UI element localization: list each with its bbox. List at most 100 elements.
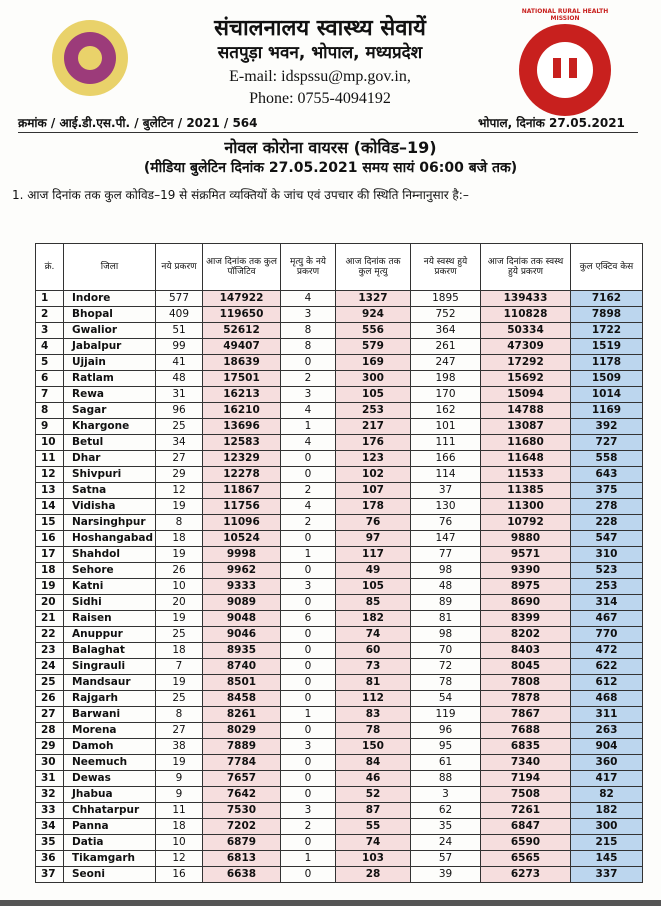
table-cell: 23 (35, 642, 64, 659)
table-cell: 117 (335, 546, 411, 563)
table-cell: 8935 (202, 642, 281, 659)
table-cell: 78 (335, 722, 411, 739)
table-cell: 1014 (570, 386, 643, 403)
table-row: 7 Rewa 31 16213 3 105 170 15094 1014 (35, 386, 643, 403)
table-cell: 37 (410, 482, 481, 499)
table-cell: 81 (410, 610, 481, 627)
table-cell: 4 (35, 338, 64, 355)
table-cell: 217 (335, 418, 411, 435)
table-cell: 3 (280, 738, 336, 755)
table-row: 22 Anuppur 25 9046 0 74 98 8202 770 (35, 626, 643, 643)
table-cell: 8029 (202, 722, 281, 739)
table-cell: 7898 (570, 306, 643, 323)
table-cell: 643 (570, 466, 643, 483)
table-cell: 904 (570, 738, 643, 755)
table-cell: 147922 (202, 290, 281, 307)
table-cell: 1895 (410, 290, 481, 307)
table-cell: Sagar (63, 402, 156, 419)
table-cell: 8399 (480, 610, 571, 627)
table-cell: Ujjain (63, 354, 156, 371)
column-header: नये स्वस्थ हुये प्रकरण (410, 243, 481, 291)
table-cell: Tikamgarh (63, 850, 156, 867)
table-cell: 8 (155, 706, 203, 723)
table-cell: Vidisha (63, 498, 156, 515)
table-cell: 87 (335, 802, 411, 819)
table-cell: 7784 (202, 754, 281, 771)
table-cell: 9 (155, 770, 203, 787)
table-cell: 48 (155, 370, 203, 387)
table-cell: 70 (410, 642, 481, 659)
table-cell: 8458 (202, 690, 281, 707)
table-cell: 6847 (480, 818, 571, 835)
table-cell: 27 (35, 706, 64, 723)
table-cell: 6590 (480, 834, 571, 851)
table-cell: 2 (280, 370, 336, 387)
table-cell: 9 (155, 786, 203, 803)
table-cell: 8261 (202, 706, 281, 723)
table-cell: 7530 (202, 802, 281, 819)
org-email: E-mail: idspssu@mp.gov.in, (229, 68, 411, 85)
table-cell: 182 (570, 802, 643, 819)
table-cell: 102 (335, 466, 411, 483)
table-cell: 28 (335, 866, 411, 883)
table-row: 16 Hoshangabad 18 10524 0 97 147 9880 547 (35, 530, 643, 547)
table-cell: 16213 (202, 386, 281, 403)
table-cell: 11680 (480, 434, 571, 451)
table-cell: 27 (155, 450, 203, 467)
table-cell: 7867 (480, 706, 571, 723)
table-cell: 360 (570, 754, 643, 771)
table-cell: 114 (410, 466, 481, 483)
table-cell: 73 (335, 658, 411, 675)
table-cell: 29 (35, 738, 64, 755)
table-cell: 18 (155, 530, 203, 547)
table-cell: 7 (35, 386, 64, 403)
table-cell: Shahdol (63, 546, 156, 563)
table-cell: Jabalpur (63, 338, 156, 355)
table-cell: 119650 (202, 306, 281, 323)
table-cell: 34 (155, 434, 203, 451)
table-cell: 6 (35, 370, 64, 387)
table-cell: 11385 (480, 482, 571, 499)
table-cell: 9998 (202, 546, 281, 563)
table-cell: Jhabua (63, 786, 156, 803)
table-cell: 111 (410, 434, 481, 451)
table-cell: 139433 (480, 290, 571, 307)
table-cell: 7202 (202, 818, 281, 835)
table-cell: 15094 (480, 386, 571, 403)
table-cell: 9046 (202, 626, 281, 643)
table-row: 2 Bhopal 409 119650 3 924 752 110828 7898 (35, 306, 643, 323)
table-cell: 25 (155, 690, 203, 707)
table-cell: 1 (280, 418, 336, 435)
table-cell: 1519 (570, 338, 643, 355)
table-cell: Gwalior (63, 322, 156, 339)
table-cell: 7642 (202, 786, 281, 803)
table-cell: 119 (410, 706, 481, 723)
ref-number: क्रमांक / आई.डी.एस.पी. / बुलेटिन / 2021 … (18, 116, 258, 130)
table-cell: 21 (35, 610, 64, 627)
divider (18, 132, 638, 133)
column-header: नये प्रकरण (155, 243, 203, 291)
table-cell: 6835 (480, 738, 571, 755)
table-cell: 27 (155, 722, 203, 739)
table-cell: 7878 (480, 690, 571, 707)
bulletin-intro: 1. आज दिनांक तक कुल कोविड–19 से संक्रमित… (12, 188, 469, 202)
column-header: आज दिनांक तक कुल मृत्यु (335, 243, 411, 291)
table-cell: Bhopal (63, 306, 156, 323)
table-cell: 9089 (202, 594, 281, 611)
table-row: 24 Singrauli 7 8740 0 73 72 8045 622 (35, 658, 643, 675)
table-cell: Seoni (63, 866, 156, 883)
table-cell: 38 (155, 738, 203, 755)
table-cell: Ratlam (63, 370, 156, 387)
table-cell: 472 (570, 642, 643, 659)
table-cell: 2 (280, 514, 336, 531)
table-cell: 417 (570, 770, 643, 787)
table-cell: 11533 (480, 466, 571, 483)
org-phone: Phone: 0755-4094192 (249, 90, 391, 107)
table-cell: 2 (35, 306, 64, 323)
table-cell: 0 (280, 866, 336, 883)
table-cell: 31 (155, 386, 203, 403)
table-cell: 13696 (202, 418, 281, 435)
table-cell: 48 (410, 578, 481, 595)
table-cell: 97 (335, 530, 411, 547)
